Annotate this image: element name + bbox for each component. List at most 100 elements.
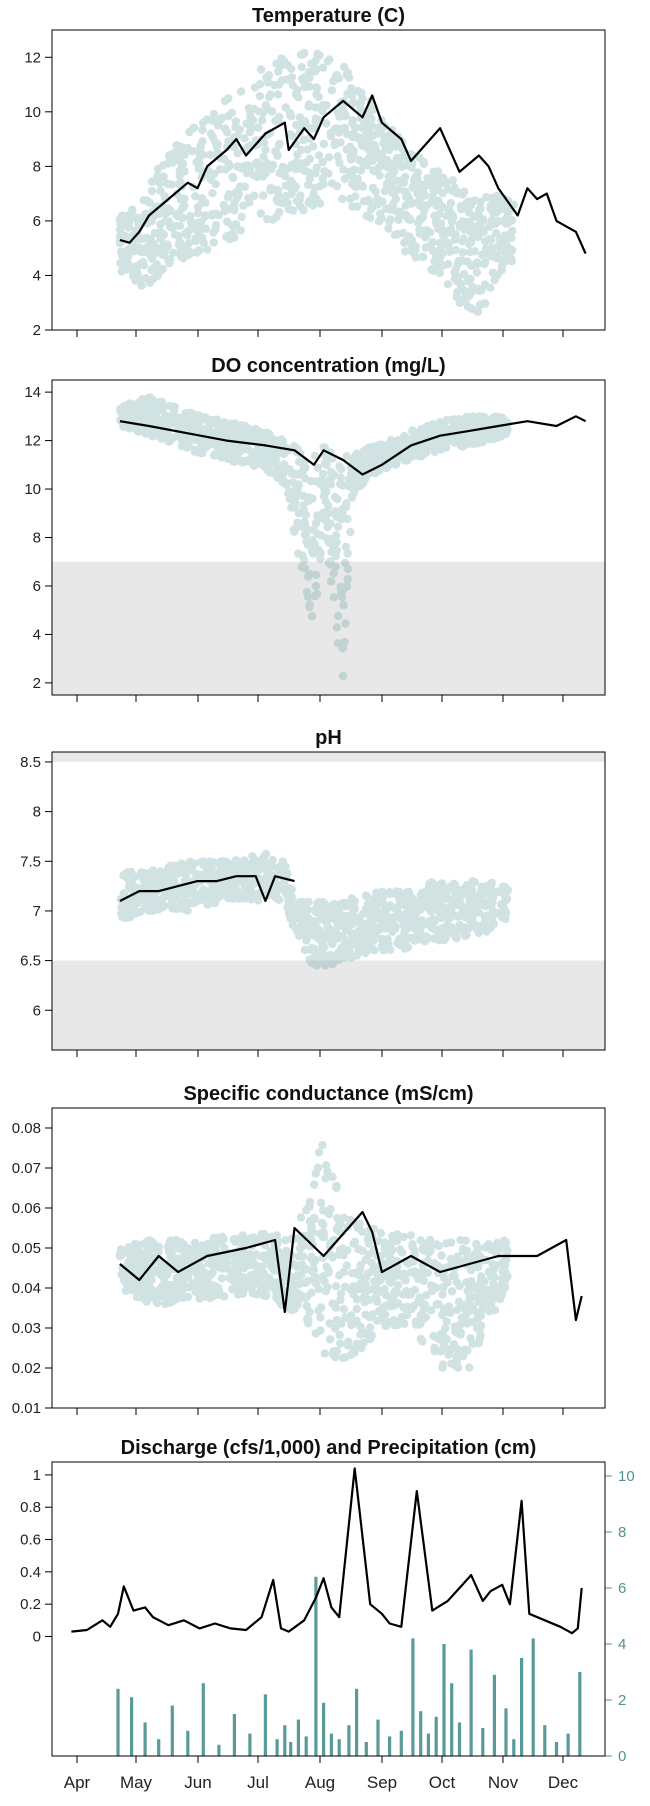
observed-point — [311, 56, 320, 66]
reference-line — [119, 94, 587, 255]
observed-point — [387, 1247, 396, 1256]
observed-point — [206, 175, 216, 184]
observed-point — [338, 586, 347, 595]
observed-point — [169, 892, 178, 901]
observed-point — [274, 80, 284, 89]
observed-point — [416, 1236, 425, 1245]
observed-point — [473, 1243, 483, 1253]
y-axis: 0.010.020.030.040.050.060.070.08 — [12, 1120, 52, 1417]
observed-point — [295, 1252, 304, 1261]
observed-point — [183, 433, 192, 442]
observed-point — [348, 1319, 357, 1329]
observed-point — [438, 230, 448, 239]
observed-point — [504, 202, 514, 211]
observed-point — [181, 228, 190, 238]
observed-point — [333, 108, 343, 117]
observed-point — [490, 219, 500, 229]
observed-point — [364, 1331, 374, 1341]
observed-point — [119, 406, 128, 415]
y-tick-label: 10 — [24, 104, 41, 121]
observed-point — [358, 460, 367, 470]
observed-point — [209, 858, 218, 867]
precip-bar — [531, 1638, 535, 1756]
observed-point — [267, 456, 277, 465]
observed-point — [311, 519, 321, 528]
observed-point — [393, 229, 403, 239]
observed-point — [481, 258, 490, 267]
observed-point — [305, 168, 314, 177]
observed-point — [410, 246, 420, 255]
observed-point — [241, 161, 250, 170]
observed-point — [156, 227, 165, 236]
observed-point — [185, 421, 194, 430]
observed-point — [216, 423, 225, 432]
observed-point — [433, 180, 443, 190]
observed-point — [463, 217, 472, 227]
observed-point — [456, 1328, 465, 1337]
observed-point — [128, 271, 138, 281]
observed-point — [413, 218, 423, 228]
observed-point — [320, 1232, 329, 1242]
observed-point — [225, 204, 235, 214]
observed-point — [186, 217, 196, 226]
observed-point — [260, 1254, 270, 1263]
y-tick-label: 2 — [33, 322, 41, 339]
observed-point — [322, 478, 331, 487]
observed-point — [220, 96, 230, 106]
observed-point — [477, 1272, 486, 1281]
observed-point — [371, 454, 380, 463]
observed-point — [444, 259, 453, 269]
observed-point — [165, 151, 174, 160]
observed-point — [135, 213, 145, 223]
observed-point — [374, 217, 384, 226]
precip-bar — [143, 1722, 147, 1756]
observed-point — [237, 864, 247, 873]
observed-point — [328, 1253, 337, 1262]
observed-point — [175, 242, 185, 251]
observed-point — [165, 255, 175, 264]
observed-point — [224, 423, 233, 433]
observed-point — [281, 103, 290, 112]
observed-point — [308, 142, 318, 151]
observed-point — [126, 875, 136, 885]
observed-point — [368, 166, 378, 175]
observed-point — [220, 154, 229, 164]
observed-point — [477, 1293, 486, 1302]
observed-point — [320, 961, 330, 970]
observed-point — [432, 219, 441, 228]
observed-point — [480, 299, 489, 308]
observed-point — [399, 178, 409, 187]
observed-point — [381, 144, 390, 153]
observed-point — [396, 1245, 405, 1254]
y-tick-label: 2 — [33, 675, 41, 692]
observed-point — [266, 1262, 276, 1271]
observed-point — [138, 871, 147, 881]
observed-point — [319, 139, 328, 149]
observed-point — [136, 214, 145, 223]
observed-point — [464, 199, 473, 208]
y-tick-label: 6 — [33, 578, 41, 595]
observed-point — [260, 138, 269, 147]
observed-point — [291, 913, 301, 923]
observed-point — [116, 259, 125, 268]
observed-point — [187, 424, 196, 433]
observed-point — [376, 209, 385, 218]
observed-point — [436, 219, 446, 228]
observed-point — [253, 172, 262, 182]
observed-point — [166, 206, 175, 215]
observed-point — [388, 913, 397, 922]
observed-point — [176, 249, 185, 258]
observed-point — [206, 416, 215, 425]
precip-bar — [450, 1683, 454, 1756]
precip-bar — [481, 1728, 485, 1756]
observed-point — [489, 893, 498, 902]
observed-point — [213, 121, 223, 130]
observed-point — [344, 73, 354, 82]
observed-point — [371, 187, 380, 196]
observed-point — [121, 218, 130, 227]
observed-point — [329, 470, 339, 479]
observed-point — [230, 222, 239, 231]
observed-point — [155, 268, 164, 277]
